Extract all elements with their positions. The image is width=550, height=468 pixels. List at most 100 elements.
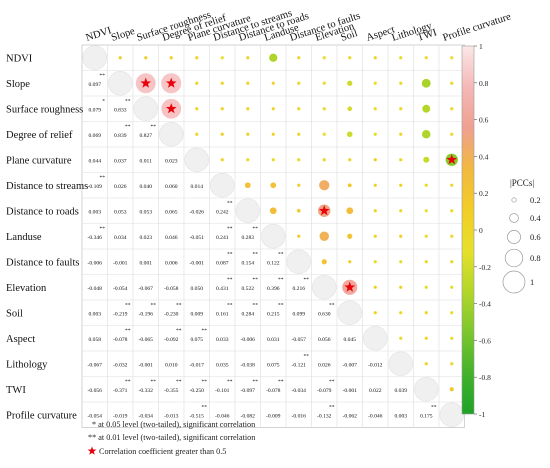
significance-star-label: **	[329, 379, 335, 385]
correlation-value-label: -0.034	[139, 413, 154, 419]
correlation-circle	[322, 107, 326, 111]
colorbar-tick-label: 0.2	[479, 189, 489, 198]
size-legend-label: 0.8	[530, 253, 541, 263]
significance-star-label: **	[176, 328, 182, 334]
correlation-value-label: -0.046	[368, 413, 383, 419]
correlation-circle	[220, 107, 224, 111]
significance-star-label: **	[253, 303, 259, 309]
size-legend-circle	[507, 230, 521, 244]
correlation-value-label: 0.060	[165, 184, 178, 190]
correlation-value-label: 0.031	[267, 337, 280, 343]
correlation-circle	[220, 81, 224, 85]
correlation-value-label: -0.034	[292, 388, 307, 394]
correlation-value-label: 0.833	[114, 107, 127, 113]
correlation-value-label: 0.161	[216, 311, 229, 317]
correlation-circle	[450, 336, 454, 340]
correlation-value-label: 0.242	[216, 209, 229, 215]
correlation-value-label: -0.017	[190, 362, 205, 368]
correlation-value-label: -0.019	[113, 413, 128, 419]
correlation-value-label: -0.038	[241, 362, 256, 368]
correlation-value-label: 0.044	[88, 158, 101, 164]
correlation-circle	[271, 158, 275, 162]
correlation-value-label: 0.039	[394, 388, 407, 394]
strong-correlation-star-icon	[446, 154, 458, 165]
correlation-circle	[195, 107, 199, 111]
row-label: Landuse	[6, 232, 42, 243]
correlation-circle	[373, 209, 377, 213]
correlation-value-label: 0.215	[267, 311, 280, 317]
footnote-strong: Correlation coefficient greater than 0.5	[99, 447, 226, 456]
column-label: Slope	[110, 26, 136, 44]
correlation-circle	[450, 209, 454, 213]
correlation-circle	[321, 259, 327, 265]
correlation-value-label: 0.056	[318, 337, 331, 343]
correlation-circle	[450, 81, 454, 85]
significance-star-label: **	[227, 379, 233, 385]
correlation-circle	[399, 81, 403, 85]
correlation-circle	[347, 131, 353, 137]
correlation-value-label: -0.082	[241, 413, 256, 419]
row-label: Distance to roads	[6, 206, 79, 217]
size-legend-title: |PCCs|	[510, 178, 534, 188]
correlation-circle	[220, 56, 224, 60]
correlation-circle	[347, 183, 352, 188]
colorbar-tick-label: 0	[479, 226, 483, 235]
significance-star-label: **	[278, 379, 284, 385]
correlation-value-label: -0.219	[113, 311, 128, 317]
correlation-circle	[271, 107, 275, 111]
correlation-circle	[422, 130, 431, 139]
significance-star-label: **	[202, 405, 208, 411]
matrix-marks: 0.097 ** 0.079* 0.833 ** 0.069 0.839 ** 0.827 ** 0…	[82, 45, 464, 427]
correlation-value-label: 0.037	[114, 158, 127, 164]
footnote-strong-star-icon	[87, 446, 97, 455]
significance-star-label: **	[125, 99, 131, 105]
correlation-value-label: -0.067	[139, 286, 154, 292]
correlation-circle	[347, 106, 353, 112]
correlation-value-label: 0.022	[369, 388, 382, 394]
correlation-circle	[297, 107, 301, 111]
significance-star-label: **	[253, 277, 259, 283]
correlation-value-label: 0.026	[318, 362, 331, 368]
correlation-value-label: -0.062	[343, 413, 358, 419]
significance-star-label: **	[151, 303, 157, 309]
row-label: NDVI	[6, 53, 33, 64]
correlation-circle	[450, 132, 454, 136]
correlation-value-label: -0.016	[292, 413, 307, 419]
correlation-value-label: -0.097	[241, 388, 256, 394]
correlation-circle	[348, 158, 352, 162]
size-legend-circle	[504, 248, 524, 268]
colorbar-tick-label: 0.8	[479, 79, 489, 88]
correlation-circle	[399, 56, 403, 60]
correlation-value-label: 0.284	[241, 311, 254, 317]
significance-star-label: **	[304, 354, 310, 360]
row-label: Surface roughness	[6, 104, 83, 115]
correlation-circle	[399, 107, 403, 111]
correlation-value-label: -0.132	[317, 413, 332, 419]
correlation-value-label: -0.001	[139, 362, 154, 368]
size-legend-circle	[511, 197, 517, 203]
significance-star-label: **	[100, 73, 106, 79]
significance-star-label: **	[176, 379, 182, 385]
correlation-value-label: -0.001	[113, 260, 128, 266]
correlation-value-label: -0.078	[113, 337, 128, 343]
correlation-circle	[424, 234, 428, 238]
correlation-value-label: 0.035	[216, 362, 229, 368]
correlation-value-label: -0.092	[164, 337, 179, 343]
correlation-circle	[450, 183, 454, 187]
row-label: Lithology	[6, 359, 48, 370]
correlation-value-label: 0.014	[190, 184, 203, 190]
row-label: Profile curvature	[6, 410, 77, 421]
correlation-circle	[220, 132, 224, 136]
colorbar-tick-label: -1	[479, 410, 485, 419]
correlation-circle	[373, 107, 377, 111]
correlation-value-label: -0.032	[113, 362, 128, 368]
row-label: Distance to streams	[6, 181, 88, 192]
strong-correlation-star-icon	[318, 205, 330, 216]
row-label: Soil	[6, 308, 23, 319]
correlation-circle	[373, 81, 377, 85]
significance-star-label: **	[151, 379, 157, 385]
diagonal-circle	[184, 147, 210, 173]
significance-star-label: **	[329, 303, 335, 309]
correlation-value-label: -0.009	[266, 413, 281, 419]
